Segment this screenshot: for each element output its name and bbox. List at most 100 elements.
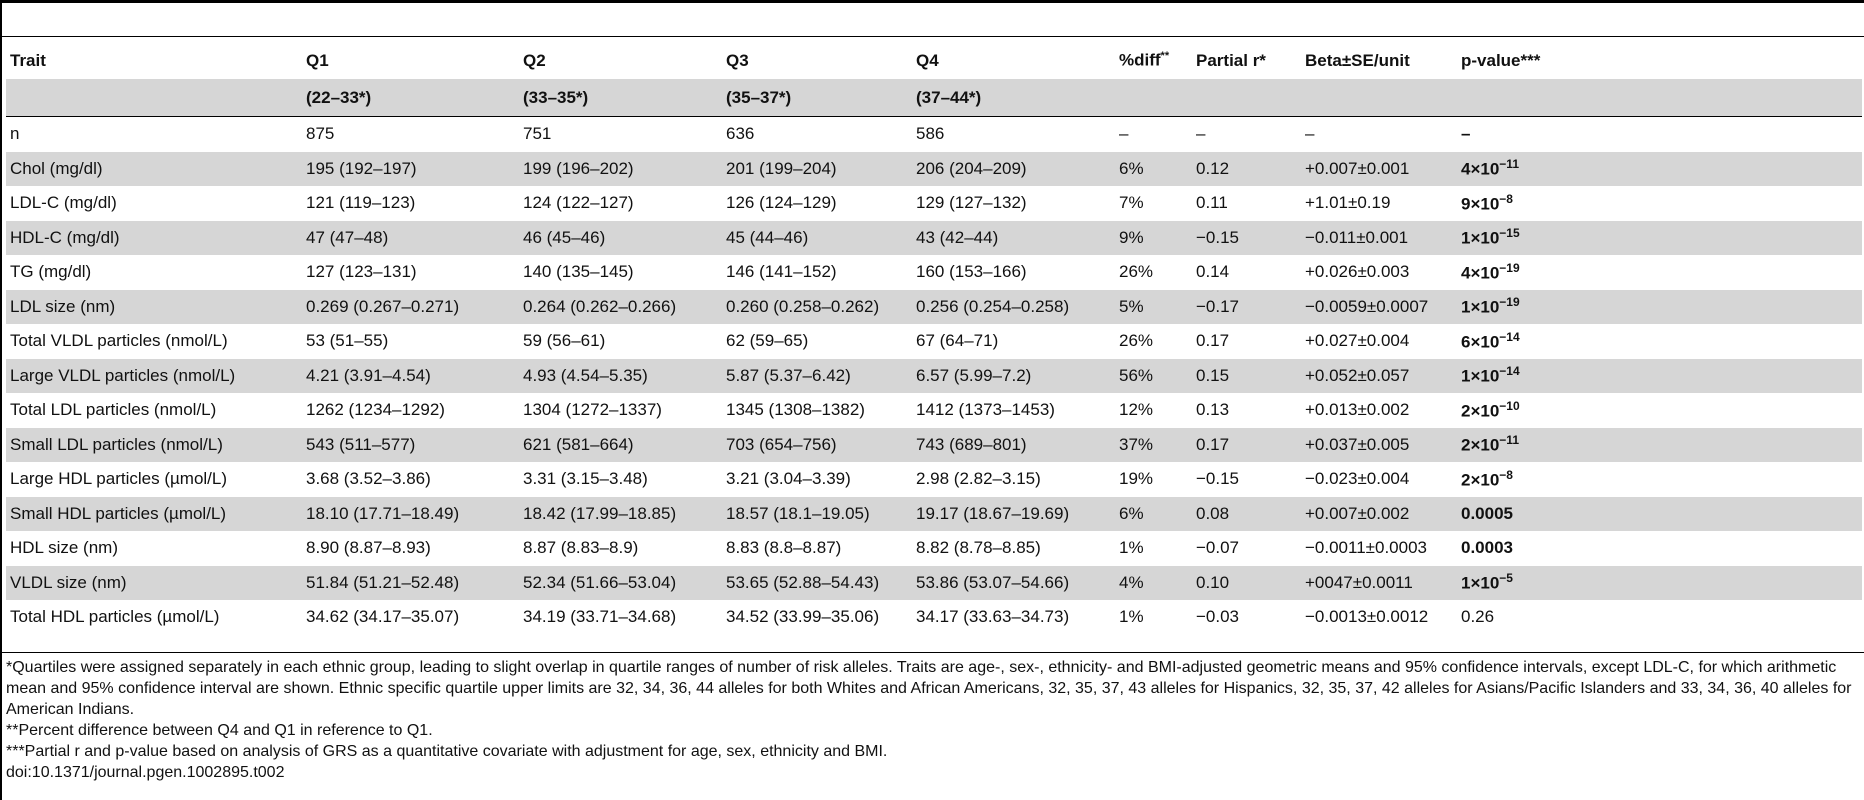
cell-beta: +0.037±0.005 [1305,434,1410,454]
cell-pct: 56% [1119,365,1154,385]
cell-pct: 12% [1119,400,1154,420]
header-p-value: p-value*** [1461,50,1541,70]
cell-p-value: 1×10−5 [1457,566,1862,601]
cell-pct: 19% [1119,469,1154,489]
header-q2: Q2 [523,50,546,70]
p-value-exponent: −11 [1499,433,1519,448]
cell-r: 0.10 [1196,572,1230,592]
cell-q3: 146 (141–152) [726,262,837,282]
cell-q4: 34.17 (33.63–34.73) [916,607,1070,627]
cell-q4: 206 (204–209) [916,158,1027,178]
cell-r: 0.13 [1196,400,1230,420]
cell-r: −0.17 [1196,296,1240,316]
header-q4: Q4 [916,50,939,70]
table-bottom-rule [0,652,1864,653]
cell-pct: 4% [1119,572,1144,592]
cell-trait: HDL-C (mg/dl) [10,227,120,247]
p-value-base: 9×10 [1461,194,1500,214]
cell-trait: n [10,124,20,144]
cell-r: 0.17 [1196,434,1230,454]
cell-pct: 6% [1119,158,1144,178]
cell-q3: 703 (654–756) [726,434,837,454]
footnote-quartiles: *Quartiles were assigned separately in e… [6,659,1852,718]
cell-q3: 8.83 (8.8–8.87) [726,538,842,558]
cell-trait: Small HDL particles (µmol/L) [10,503,227,523]
cell-beta: +0.007±0.002 [1305,503,1410,523]
cell-pct: 5% [1119,296,1144,316]
cell-r: −0.07 [1196,538,1240,558]
footnote-percent-diff: **Percent difference between Q4 and Q1 i… [6,722,433,739]
table-row: Small HDL particles (µmol/L) 18.10 (17.71… [6,496,1862,531]
cell-q3: 1345 (1308–1382) [726,400,865,420]
cell-p-value: 4×10−11 [1457,152,1862,187]
doi: doi:10.1371/journal.pgen.1002895.t002 [6,764,285,781]
p-value-base: 4×10 [1461,160,1500,180]
cell-q2: 18.42 (17.99–18.85) [523,503,677,523]
cell-q1: 51.84 (51.21–52.48) [306,572,460,592]
table-row: LDL size (nm) 0.269 (0.267–0.271) 0.264 (0… [6,289,1862,325]
cell-q4: 743 (689–801) [916,434,1027,454]
cell-q3: 3.21 (3.04–3.39) [726,469,851,489]
cell-q1: 18.10 (17.71–18.49) [306,503,460,523]
cell-trait: LDL-C (mg/dl) [10,193,117,213]
p-value-base: 2×10 [1461,470,1500,490]
cell-q3: 636 [726,124,755,144]
cell-p-value: 1×10−19 [1457,290,1862,325]
cell-pct: 37% [1119,434,1154,454]
cell-beta: −0.023±0.004 [1305,469,1410,489]
table-row: Total LDL particles (nmol/L) 1262 (1234–1… [6,393,1862,428]
cell-p-value: 0.26 [1457,600,1862,635]
cell-pct: 1% [1119,607,1144,627]
cell-q2: 52.34 (51.66–53.04) [523,572,677,592]
cell-q1: 4.21 (3.91–4.54) [306,365,431,385]
cell-trait: Large VLDL particles (nmol/L) [10,365,236,385]
cell-beta: +1.01±0.19 [1305,193,1391,213]
cell-beta: −0.011±0.001 [1305,227,1409,247]
cell-q3: 18.57 (18.1–19.05) [726,503,870,523]
cell-p-value: 2×10−11 [1457,428,1862,463]
p-value-base: 4×10 [1461,263,1500,283]
p-value-base: 1×10 [1461,574,1500,594]
p-value-base: 0.0003 [1461,538,1513,558]
table-row: Total VLDL particles (nmol/L) 53 (51–55) 5… [6,324,1862,359]
cell-pct: 6% [1119,503,1144,523]
cell-beta: +0047±0.0011 [1305,572,1413,592]
cell-q3: 45 (44–46) [726,227,809,247]
p-value-exponent: −8 [1499,467,1513,482]
table-row: Chol (mg/dl) 195 (192–197) 199 (196–202) 20… [6,151,1862,187]
cell-beta: +0.026±0.003 [1305,262,1410,282]
cell-q4: 1412 (1373–1453) [916,400,1055,420]
cell-r: −0.15 [1196,227,1240,247]
cell-p-value: 0.0003 [1457,531,1862,566]
cell-trait: LDL size (nm) [10,296,116,316]
p-value-base: 2×10 [1461,436,1500,456]
cell-q1: 3.68 (3.52–3.86) [306,469,431,489]
cell-beta: −0.0011±0.0003 [1305,538,1427,558]
cell-q2: 140 (135–145) [523,262,634,282]
cell-q3: 201 (199–204) [726,158,837,178]
cell-q2: 199 (196–202) [523,158,634,178]
p-value-exponent: −8 [1499,191,1513,206]
cell-trait: Small LDL particles (nmol/L) [10,434,223,454]
cell-p-value: 2×10−10 [1457,393,1862,428]
cell-q3: 126 (124–129) [726,193,837,213]
cell-q3: 34.52 (33.99–35.06) [726,607,880,627]
cell-trait: VLDL size (nm) [10,572,127,592]
cell-q4: 6.57 (5.99–7.2) [916,365,1032,385]
p-value-base: – [1461,124,1471,144]
cell-q1: 34.62 (34.17–35.07) [306,607,460,627]
cell-q3: 62 (59–65) [726,331,809,351]
cell-p-value: 1×10−15 [1457,221,1862,256]
cell-beta: +0.007±0.001 [1305,158,1410,178]
cell-trait: Chol (mg/dl) [10,158,103,178]
cell-pct: 26% [1119,331,1154,351]
cell-q2: 59 (56–61) [523,331,606,351]
cell-beta: +0.027±0.004 [1305,331,1410,351]
cell-beta: −0.0013±0.0012 [1305,607,1429,627]
p-value-base: 0.26 [1461,607,1495,627]
p-value-exponent: −14 [1499,364,1520,379]
p-value-exponent: −14 [1499,329,1520,344]
caption-separator [0,36,1864,37]
p-value-base: 6×10 [1461,332,1500,352]
cell-q4: 129 (127–132) [916,193,1027,213]
